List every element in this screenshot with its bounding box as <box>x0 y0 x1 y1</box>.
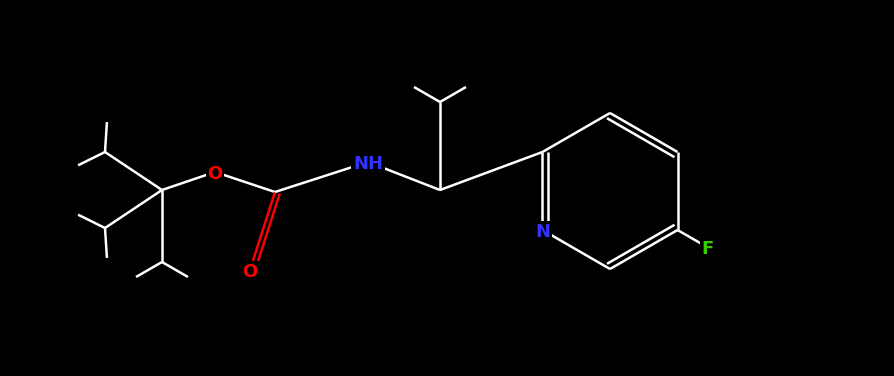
Text: F: F <box>701 241 713 259</box>
Text: NH: NH <box>352 155 383 173</box>
Text: O: O <box>207 165 223 183</box>
Text: N: N <box>535 223 549 241</box>
Text: O: O <box>242 263 257 281</box>
